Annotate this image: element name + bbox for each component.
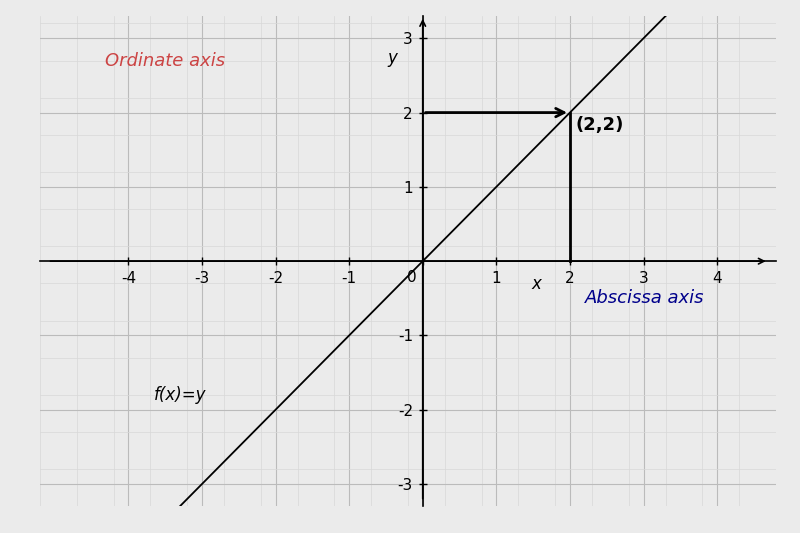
- Text: (2,2): (2,2): [576, 116, 624, 134]
- Text: 0: 0: [407, 270, 417, 285]
- Text: y: y: [387, 50, 397, 67]
- Text: x: x: [532, 274, 542, 293]
- Text: f(x)=y: f(x)=y: [154, 386, 206, 404]
- Text: Ordinate axis: Ordinate axis: [105, 52, 225, 70]
- Text: Abscissa axis: Abscissa axis: [585, 289, 704, 308]
